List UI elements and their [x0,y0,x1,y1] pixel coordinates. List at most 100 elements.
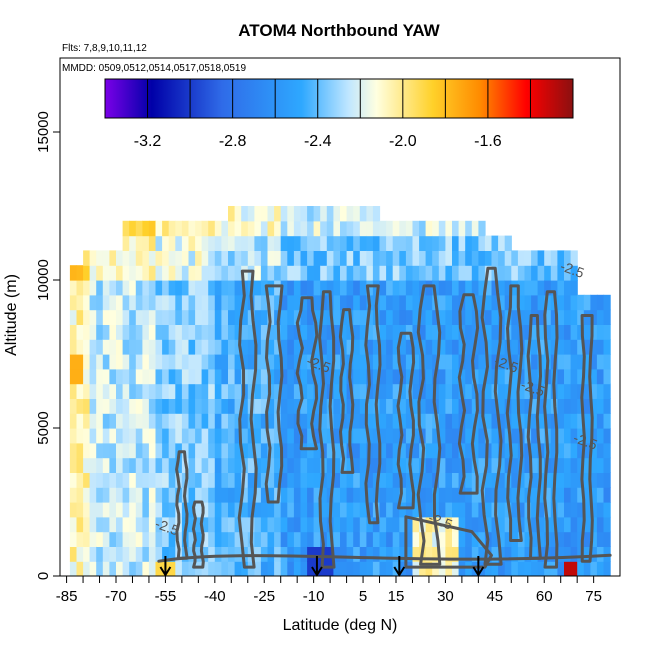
heatmap-cell [577,531,585,547]
heatmap-cell [590,546,598,562]
heatmap-cell [511,398,519,414]
heatmap-cell [320,516,328,533]
heatmap-cell [419,472,427,488]
heatmap-cell [260,220,269,237]
heatmap-cell [596,383,605,399]
heatmap-cell [241,354,249,370]
heatmap-cell [498,531,506,547]
heatmap-cell [254,546,262,562]
heatmap-cell [550,442,558,459]
heatmap-cell [102,354,110,370]
heatmap-cell [116,546,124,562]
heatmap-cell [195,428,203,444]
heatmap-cell [260,383,269,399]
heatmap-cell [102,502,110,518]
heatmap-cell [379,265,387,281]
heatmap-cell [89,339,97,355]
y-axis-label: Altitude (m) [3,274,20,356]
heatmap-cell [432,324,440,340]
heatmap-cell [432,235,440,251]
heatmap-cell [379,398,387,414]
heatmap-cell [359,516,367,533]
heatmap-cell [353,487,361,503]
heatmap-cell [76,428,84,444]
heatmap-cell [155,250,163,266]
heatmap-cell [254,502,262,518]
heatmap-cell [438,309,446,325]
heatmap-cell [234,398,242,414]
heatmap-cell [353,383,361,399]
heatmap-cell [280,457,288,473]
heatmap-cell [359,502,367,518]
heatmap-cell [412,368,420,385]
heatmap-cell [583,531,591,547]
heatmap-cell [254,442,262,459]
heatmap-cell [254,472,262,488]
heatmap-cell [109,413,117,429]
heatmap-cell [537,502,545,518]
heatmap-cell [228,472,236,488]
heatmap-cell [425,531,433,547]
heatmap-cell [267,294,275,311]
heatmap-cell [116,398,124,414]
heatmap-cell [116,442,124,459]
heatmap-cell [280,472,288,488]
heatmap-cell [346,546,354,562]
heatmap-cell [201,428,209,444]
heatmap-cell [531,250,539,266]
heatmap-cell [148,294,157,311]
heatmap-cell [346,280,354,296]
heatmap-cell [366,309,374,325]
heatmap-cell [432,442,440,459]
heatmap-cell [478,368,486,385]
heatmap-cell [122,502,130,518]
heatmap-cell [260,398,269,414]
heatmap-cell [168,398,176,414]
heatmap-cell [340,383,348,399]
heatmap-cell [208,294,216,311]
heatmap-cell [471,265,479,281]
heatmap-cell [234,413,242,429]
heatmap-cell [122,324,130,340]
heatmap-cell [379,235,387,251]
heatmap-cell [340,206,348,222]
heatmap-cell [89,561,97,576]
heatmap-cell [333,250,341,266]
heatmap-cell [570,354,578,370]
heatmap-cell [254,531,262,547]
contour-line [505,284,524,542]
heatmap-cell [214,413,222,429]
heatmap-cell [188,220,196,237]
heatmap-cell [484,413,493,429]
heatmap-cell [353,561,361,576]
heatmap-cell [570,294,578,311]
heatmap-cell [346,235,354,251]
heatmap-cell [471,472,479,488]
heatmap-cell [432,309,440,325]
heatmap-cell [425,265,433,281]
heatmap-cell [96,309,104,325]
heatmap-cell [452,472,460,488]
heatmap-cell [603,324,611,340]
heatmap-cell [287,250,295,266]
heatmap-cell [458,368,466,385]
heatmap-cell [531,383,539,399]
heatmap-cell [208,354,216,370]
heatmap-cell [465,294,473,311]
heatmap-cell [109,472,117,488]
heatmap-cell [531,487,539,503]
heatmap-cell [195,368,203,385]
heatmap-cell [69,516,78,533]
heatmap-cell [438,442,446,459]
heatmap-cell [135,502,143,518]
heatmap-cell [109,516,117,533]
heatmap-cell [241,487,249,503]
heatmap-cell [168,235,176,251]
heatmap-cell [254,413,262,429]
heatmap-cell [405,294,414,311]
heatmap-cell [188,502,196,518]
heatmap-cell [603,309,611,325]
heatmap-cell [129,280,137,296]
heatmap-cell [465,561,473,576]
heatmap-cell [564,368,572,385]
